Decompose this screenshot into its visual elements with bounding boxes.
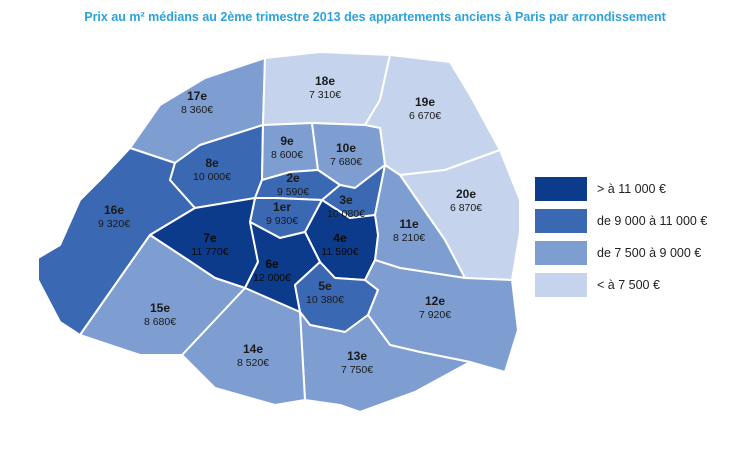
legend-swatch	[535, 240, 587, 265]
legend-item: < à 7 500 €	[535, 272, 707, 297]
legend-label: > à 11 000 €	[597, 181, 666, 196]
arrondissement-15-label: 15e 8 680€	[144, 301, 176, 328]
arrondissement-3-label: 3e 10 080€	[327, 193, 365, 220]
arrondissement-18-label: 18e 7 310€	[309, 74, 341, 101]
arrondissement-14-label: 14e 8 520€	[237, 342, 269, 369]
legend-swatch	[535, 176, 587, 201]
arrondissement-2-label: 2e 9 590€	[277, 171, 309, 198]
legend-swatch	[535, 272, 587, 297]
arrondissement-13-label: 13e 7 750€	[341, 349, 373, 376]
legend: > à 11 000 € de 9 000 à 11 000 € de 7 50…	[535, 176, 707, 304]
arrondissement-19-label: 19e 6 670€	[409, 95, 441, 122]
arrondissement-11-label: 11e 8 210€	[393, 217, 425, 244]
arrondissement-1-label: 1er 9 930€	[266, 200, 298, 227]
legend-label: < à 7 500 €	[597, 277, 660, 292]
arrondissement-7-label: 7e 11 770€	[191, 231, 228, 258]
legend-label: de 7 500 à 9 000 €	[597, 245, 702, 260]
arrondissement-8-label: 8e 10 000€	[193, 156, 231, 183]
arrondissement-5-label: 5e 10 380€	[306, 279, 344, 306]
arrondissement-17-label: 17e 8 360€	[181, 89, 213, 116]
arrondissement-9-label: 9e 8 600€	[271, 134, 303, 161]
legend-item: de 7 500 à 9 000 €	[535, 240, 707, 265]
legend-item: > à 11 000 €	[535, 176, 707, 201]
arrondissement-12-label: 12e 7 920€	[419, 294, 451, 321]
arrondissement-6-label: 6e 12 000€	[253, 257, 291, 284]
arrondissement-20-label: 20e 6 870€	[450, 187, 482, 214]
map-title: Prix au m² médians au 2ème trimestre 201…	[84, 10, 666, 24]
arrondissement-4-label: 4e 11 590€	[321, 231, 358, 258]
arrondissement-15-region	[79, 234, 246, 356]
arrondissement-13-region	[299, 311, 471, 413]
arrondissement-10-label: 10e 7 680€	[330, 141, 362, 168]
legend-item: de 9 000 à 11 000 €	[535, 208, 707, 233]
legend-label: de 9 000 à 11 000 €	[597, 213, 708, 228]
arrondissement-16-label: 16e 9 320€	[98, 203, 130, 230]
legend-swatch	[535, 208, 587, 233]
